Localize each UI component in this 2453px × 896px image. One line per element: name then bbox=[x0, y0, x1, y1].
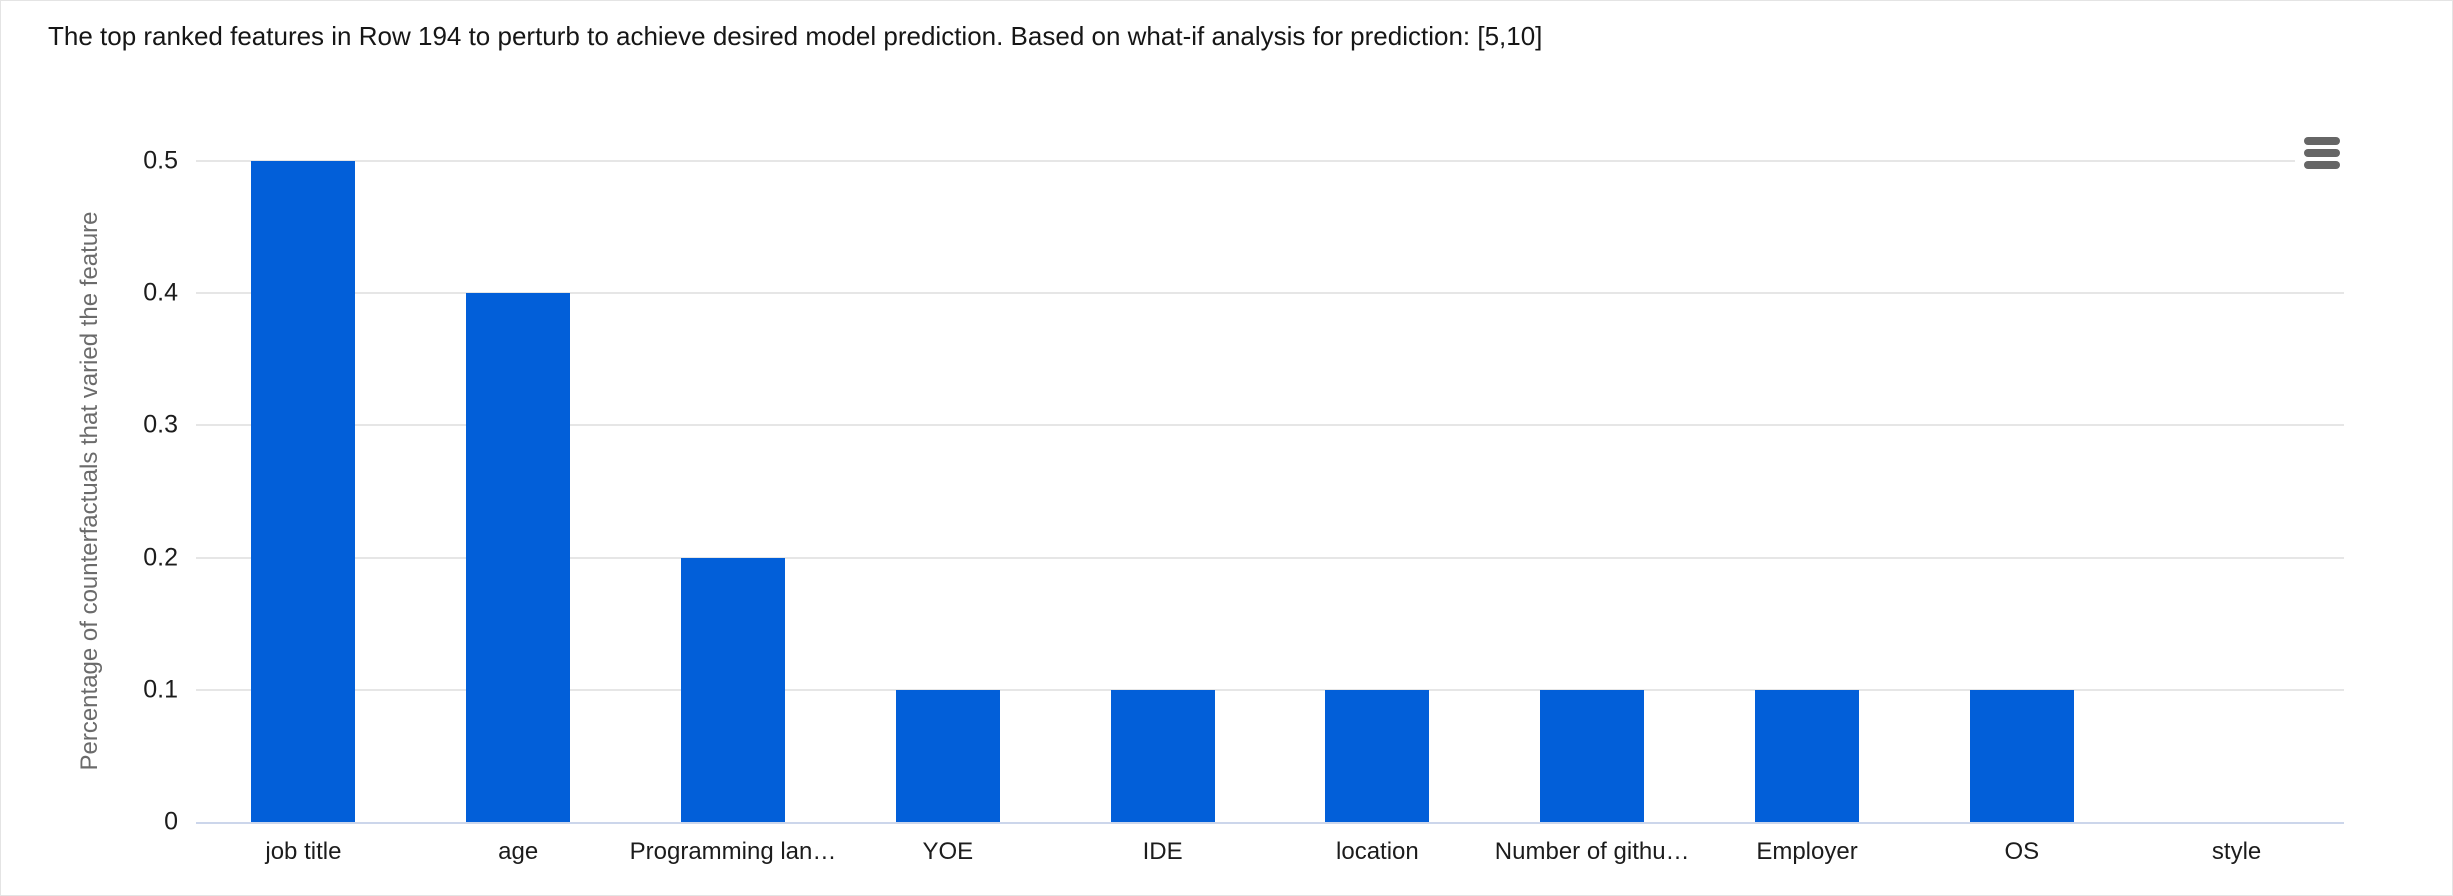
chart-context-menu-button[interactable] bbox=[2295, 129, 2349, 177]
x-axis-label: Programming lan… bbox=[629, 838, 837, 865]
x-axis-label: job title bbox=[265, 838, 342, 865]
bar[interactable] bbox=[1325, 689, 1430, 822]
bar[interactable] bbox=[1110, 689, 1215, 822]
x-axis-label: OS bbox=[2004, 838, 2040, 865]
hamburger-icon bbox=[2304, 137, 2340, 145]
x-axis-label: IDE bbox=[1142, 838, 1183, 865]
bar[interactable] bbox=[1755, 689, 1859, 822]
gridline bbox=[196, 556, 2344, 559]
gridline bbox=[196, 688, 2344, 691]
gridline bbox=[196, 424, 2344, 427]
hamburger-icon-line bbox=[2304, 149, 2340, 157]
y-tick-label: 0.5 bbox=[143, 146, 178, 175]
y-tick-label: 0.4 bbox=[143, 278, 178, 307]
chart-title: The top ranked features in Row 194 to pe… bbox=[48, 21, 1543, 51]
gridline bbox=[196, 292, 2344, 295]
bar[interactable] bbox=[681, 557, 785, 822]
plot-area: 0 0.1 0.2 0.3 0.4 0.5 job title age Programming … bbox=[143, 148, 2344, 865]
y-tick-label: 0.3 bbox=[143, 410, 178, 439]
y-tick-label: 0.1 bbox=[143, 675, 178, 704]
x-axis-label: YOE bbox=[922, 838, 974, 865]
x-axis-label: age bbox=[498, 838, 539, 865]
y-axis-title: Percentage of counterfactuals that varie… bbox=[76, 211, 103, 771]
hamburger-icon-line bbox=[2304, 161, 2340, 169]
x-axis-label: Employer bbox=[1756, 838, 1858, 865]
y-tick-label: 0.2 bbox=[143, 543, 178, 572]
gridline bbox=[196, 160, 2344, 162]
bar[interactable] bbox=[466, 293, 571, 822]
bar[interactable] bbox=[895, 689, 1000, 822]
x-axis-label: Number of githu… bbox=[1494, 838, 1690, 865]
bar[interactable] bbox=[1969, 689, 2074, 822]
y-tick-label: 0 bbox=[164, 807, 178, 836]
x-axis-label: style bbox=[2211, 838, 2262, 865]
x-axis-label: location bbox=[1336, 838, 1419, 865]
bar[interactable] bbox=[1540, 689, 1645, 822]
bar[interactable] bbox=[251, 161, 356, 822]
